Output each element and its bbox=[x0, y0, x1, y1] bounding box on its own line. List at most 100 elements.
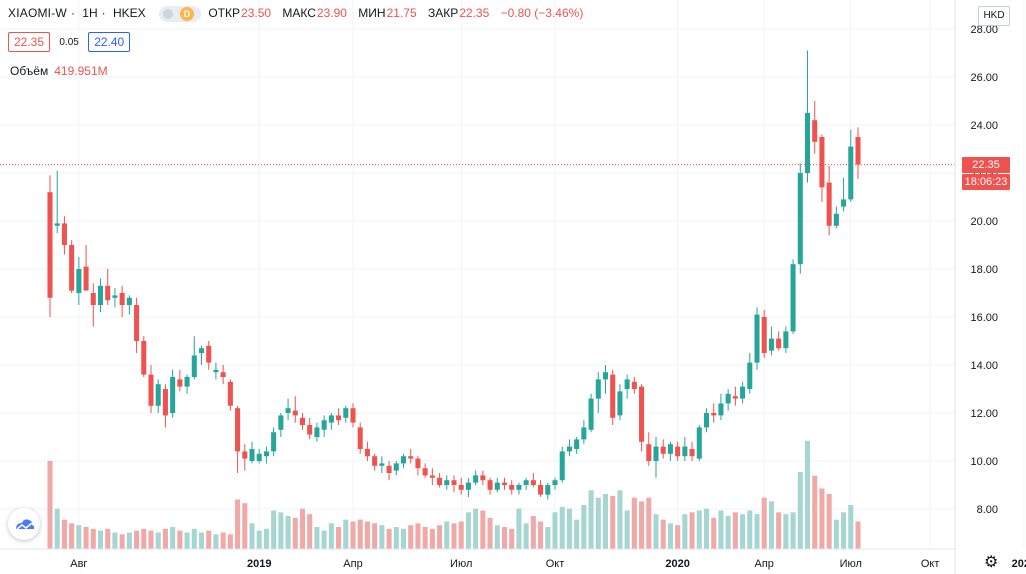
volume-bar bbox=[263, 528, 269, 549]
time-tick-label: Апр bbox=[343, 558, 362, 570]
volume-bar bbox=[285, 516, 291, 549]
candle-body bbox=[256, 453, 262, 461]
interval-label[interactable]: 1H bbox=[82, 6, 98, 21]
volume-bar bbox=[249, 523, 255, 549]
volume-bar bbox=[841, 512, 847, 549]
symbol-name[interactable]: XIAOMI-W bbox=[8, 6, 67, 21]
candle-body bbox=[263, 451, 269, 457]
volume-bar bbox=[126, 532, 132, 549]
candle-body bbox=[170, 377, 176, 413]
volume-bar bbox=[177, 530, 183, 549]
candle-body bbox=[242, 451, 248, 459]
candle-body bbox=[213, 369, 219, 373]
volume-bar bbox=[162, 528, 168, 549]
candle-body bbox=[220, 372, 226, 377]
candle-body bbox=[299, 417, 306, 425]
candle-body bbox=[631, 381, 637, 389]
volume-bar bbox=[379, 525, 385, 549]
volume-bar bbox=[639, 501, 645, 549]
status-dot-icon bbox=[163, 9, 173, 19]
price-axis[interactable]: 8.0010.0012.0014.0016.0018.0020.0022.002… bbox=[970, 24, 998, 516]
candle-body bbox=[321, 420, 327, 430]
gear-icon[interactable]: ⚙ bbox=[984, 554, 999, 571]
candle-body bbox=[372, 456, 378, 466]
candle-body bbox=[776, 338, 782, 349]
volume-bar bbox=[148, 530, 154, 549]
volume-bar bbox=[47, 461, 53, 549]
currency-badge[interactable]: HKD bbox=[978, 6, 1010, 26]
candle-body bbox=[292, 410, 298, 416]
volume-bar bbox=[408, 525, 414, 549]
volume-bar bbox=[61, 519, 67, 549]
candle-body bbox=[90, 293, 96, 305]
candle-body bbox=[646, 444, 652, 461]
candle-body bbox=[473, 475, 479, 483]
candle-body bbox=[47, 192, 53, 298]
time-axis[interactable]: Авг 2019 Апр Июл Окт 2020 Апр Июл Окт 2021 bbox=[70, 558, 1026, 570]
volume-bar bbox=[170, 527, 176, 549]
spread-value: 0.05 bbox=[59, 36, 79, 48]
price-tick-label: 10.00 bbox=[970, 456, 998, 468]
volume-bar bbox=[422, 527, 428, 549]
volume-bar bbox=[682, 514, 688, 549]
volume-bar bbox=[393, 527, 399, 549]
change-value: −0.80 (−3.46%) bbox=[500, 6, 584, 21]
time-tick-label: Окт bbox=[921, 558, 940, 570]
market-status-toggle[interactable]: D bbox=[159, 6, 201, 22]
open-label: ОТКР bbox=[208, 6, 241, 21]
price-tick-label: 12.00 bbox=[970, 408, 998, 420]
candle-body bbox=[271, 432, 277, 452]
volume-bar bbox=[667, 523, 673, 549]
candle-body bbox=[653, 446, 659, 461]
exchange-separator: · bbox=[101, 6, 106, 21]
candle-body bbox=[812, 120, 818, 142]
volume-bar bbox=[458, 521, 464, 549]
volume-bar bbox=[711, 517, 717, 549]
candle-body bbox=[76, 269, 82, 293]
volume-bar bbox=[242, 503, 248, 549]
volume-label[interactable]: Объём bbox=[10, 64, 49, 78]
candle-body bbox=[386, 465, 392, 473]
volume-bar bbox=[444, 521, 450, 549]
volume-bar bbox=[660, 519, 666, 549]
time-tick-label: 2020 bbox=[665, 558, 689, 570]
volume-bar bbox=[566, 508, 572, 549]
price-tick-label: 28.00 bbox=[970, 24, 998, 36]
volume-bar bbox=[812, 475, 818, 549]
volume-bar bbox=[328, 523, 334, 549]
volume-bar bbox=[271, 510, 277, 549]
volume-bar bbox=[343, 519, 349, 549]
sell-price-box[interactable]: 22.35 bbox=[8, 32, 51, 52]
candle-body bbox=[408, 456, 414, 459]
candle-body bbox=[581, 427, 587, 440]
volume-bar bbox=[826, 494, 832, 549]
buy-price-box[interactable]: 22.40 bbox=[88, 32, 131, 52]
volume-bar bbox=[530, 516, 536, 549]
candle-body bbox=[804, 113, 811, 173]
volume-bar bbox=[119, 534, 125, 549]
volume-bar bbox=[386, 528, 392, 549]
candle-body bbox=[415, 458, 421, 469]
candle-body bbox=[148, 374, 154, 406]
candle-body bbox=[278, 415, 284, 430]
volume-bar bbox=[819, 488, 825, 549]
candle-body bbox=[790, 264, 796, 332]
symbol-legend: XIAOMI-W · 1H · HKEX D ОТКР23.50 МАКС23.90… bbox=[8, 6, 591, 22]
candle-body bbox=[732, 396, 738, 399]
grid bbox=[0, 0, 1025, 549]
candle-body bbox=[797, 173, 803, 265]
symbol-separator: · bbox=[70, 6, 75, 21]
candle-body bbox=[718, 403, 724, 416]
volume-bar bbox=[538, 521, 544, 549]
volume-bar bbox=[415, 523, 421, 549]
candle-body bbox=[141, 341, 147, 375]
time-tick-label: Июл bbox=[840, 558, 862, 570]
candle-body bbox=[689, 449, 695, 457]
tradingview-logo-icon[interactable] bbox=[8, 508, 40, 540]
volume-bar bbox=[429, 528, 435, 549]
candle-body bbox=[523, 480, 529, 485]
time-tick-label: Окт bbox=[546, 558, 565, 570]
quote-row: 22.35 0.05 22.40 bbox=[8, 32, 131, 52]
candle-body bbox=[184, 377, 190, 387]
